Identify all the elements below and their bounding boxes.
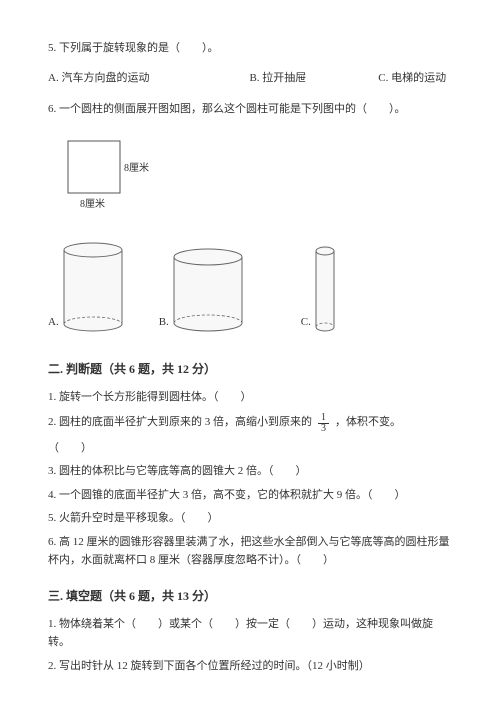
square-icon: 8厘米 8厘米 [60,133,170,218]
cylinder-c-icon [315,246,335,332]
s2-item1: 1. 旋转一个长方形能得到圆柱体。（ ） [48,389,452,407]
s2-item5: 5. 火箭升空时是平移现象。（ ） [48,510,452,528]
q5-opt-c: C. 电梯的运动 [378,70,446,88]
q5-stem: 5. 下列属于旋转现象的是（ ）。 [48,40,452,58]
s2-item3: 3. 圆柱的体积比与它等底等高的圆锥大 2 倍。（ ） [48,463,452,481]
q6-label-c: C. [301,314,311,332]
q6-stem: 6. 一个圆柱的侧面展开图如图，那么这个圆柱可能是下列图中的（ ）。 [48,101,452,119]
s3-item1: 1. 物体绕着某个（ ）或某个（ ）按一定（ ）运动，这种现象叫做旋转。 [48,616,452,651]
s2-item2-blank: （ ） [48,440,452,458]
q6-cylinders: A. B. C. [48,242,452,332]
q6-square-figure: 8厘米 8厘米 [60,133,452,218]
svg-text:8厘米: 8厘米 [80,197,105,210]
q5-options: A. 汽车方向盘的运动 B. 拉开抽屉 C. 电梯的运动 [48,70,452,88]
section2-title: 二. 判断题（共 6 题，共 12 分） [48,360,452,379]
frac-den: 3 [318,424,329,434]
frac-num: 1 [318,413,329,424]
s2-item6: 6. 高 12 厘米的圆锥形容器里装满了水，把这些水全部倒入与它等底等高的圆柱形… [48,534,452,569]
s2-item2: 2. 圆柱的底面半径扩大到原来的 3 倍，高缩小到原来的 1 3 ，体积不变。 [48,413,452,434]
q5-opt-b: B. 拉开抽屉 [249,70,306,88]
q6-label-a: A. [48,314,59,332]
s2-item2-pre: 2. 圆柱的底面半径扩大到原来的 3 倍，高缩小到原来的 [48,414,312,432]
s2-item4: 4. 一个圆锥的底面半径扩大 3 倍，高不变，它的体积就扩大 9 倍。（ ） [48,487,452,505]
s3-item2: 2. 写出时针从 12 旋转到下面各个位置所经过的时间。（12 小时制） [48,658,452,676]
cylinder-a-icon [63,242,123,332]
svg-text:8厘米: 8厘米 [124,161,149,174]
q6-label-b: B. [159,314,169,332]
q5-opt-a: A. 汽车方向盘的运动 [48,70,149,88]
section3-title: 三. 填空题（共 6 题，共 13 分） [48,587,452,606]
fraction: 1 3 [318,413,329,434]
cylinder-b-icon [173,248,243,332]
s2-item2-post: ，体积不变。 [335,414,401,432]
